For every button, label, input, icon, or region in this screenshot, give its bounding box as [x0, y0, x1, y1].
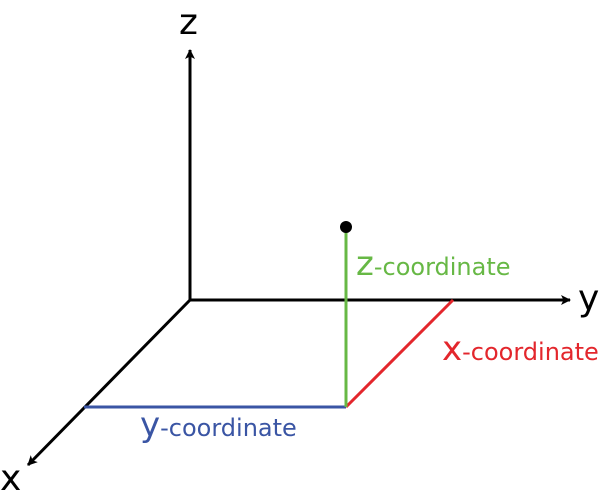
- x-coordinate-suffix: -coordinate: [462, 338, 599, 366]
- y-coordinate-label: y-coordinate: [140, 405, 297, 445]
- y-axis-label: y: [578, 278, 599, 319]
- z-coordinate-suffix: -coordinate: [374, 253, 511, 281]
- x-coordinate-letter: x: [442, 329, 462, 369]
- z-axis-label: z: [179, 2, 198, 43]
- x-coordinate-line: [344, 298, 455, 409]
- z-coordinate-letter: z: [356, 244, 374, 284]
- y-coordinate-suffix: -coordinate: [160, 414, 297, 442]
- point-marker: [340, 221, 352, 233]
- y-coordinate-letter: y: [140, 405, 160, 445]
- x-axis: [26, 298, 192, 467]
- z-coordinate-label: z-coordinate: [356, 244, 511, 284]
- x-coordinate-label: x-coordinate: [442, 329, 599, 369]
- x-axis-label: x: [0, 458, 21, 499]
